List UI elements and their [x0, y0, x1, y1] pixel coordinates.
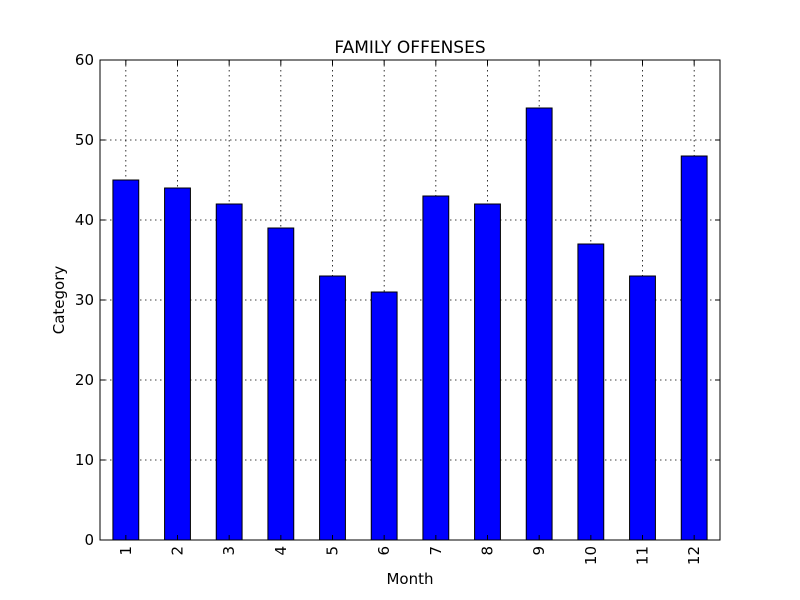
bar-month-12	[680, 155, 708, 541]
x-axis-label: Month	[386, 570, 433, 588]
bar-month-10	[577, 243, 605, 541]
x-tick-label: 8	[479, 546, 497, 556]
y-tick-label: 10	[75, 451, 94, 469]
x-tick-label: 5	[324, 546, 342, 556]
axis-ticks	[100, 59, 720, 541]
y-tick-label: 50	[75, 131, 94, 149]
y-tick-label: 60	[75, 51, 94, 69]
x-tick-label: 1	[117, 546, 135, 556]
bar-month-5	[319, 275, 346, 541]
bar-month-9	[525, 107, 553, 541]
bar-month-7	[422, 195, 450, 541]
x-tick-label: 6	[375, 546, 393, 556]
bar-month-11	[629, 275, 656, 541]
bar-month-8	[474, 203, 501, 541]
y-axis-label: Category	[50, 266, 68, 335]
bar-month-4	[267, 227, 295, 541]
y-tick-label: 30	[75, 291, 94, 309]
x-tick-label: 4	[272, 546, 290, 556]
x-tick-label: 11	[634, 546, 652, 565]
y-tick-label: 20	[75, 371, 94, 389]
bar-month-2	[164, 187, 191, 541]
x-tick-label: 3	[220, 546, 238, 556]
x-tick-label: 12	[685, 546, 703, 565]
y-tick-label: 40	[75, 211, 94, 229]
x-tick-label: 2	[169, 546, 187, 556]
bar-month-1	[112, 179, 140, 541]
x-tick-label: 9	[530, 546, 548, 556]
y-axis-tick-labels: 0 10 20 30 40 50 60	[75, 51, 94, 549]
x-tick-label: 10	[582, 546, 600, 565]
bars	[112, 107, 708, 541]
chart-title: FAMILY OFFENSES	[334, 38, 485, 58]
x-tick-label: 7	[427, 546, 445, 556]
bar-month-3	[215, 203, 243, 541]
bar-month-6	[370, 291, 398, 541]
x-axis-tick-labels: 1 2 3 4 5 6 7 8 9 10 11 12	[117, 546, 703, 565]
y-tick-label: 0	[84, 531, 94, 549]
